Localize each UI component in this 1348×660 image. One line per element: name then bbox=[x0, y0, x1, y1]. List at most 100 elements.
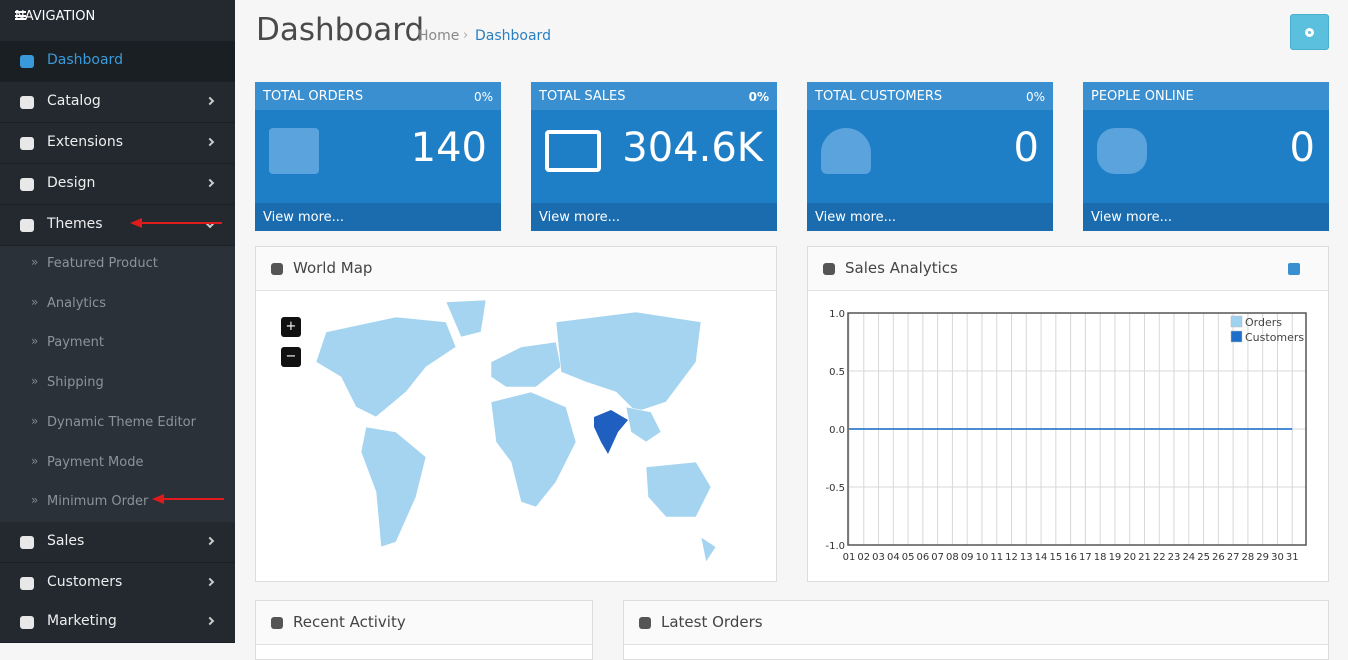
map-zoom-button[interactable]: − bbox=[281, 347, 301, 367]
tile-change: 0% bbox=[473, 90, 493, 104]
tile-title: PEOPLE ONLINE bbox=[1091, 89, 1194, 104]
submenu-label: Featured Product bbox=[47, 256, 158, 271]
menu-icon bbox=[15, 11, 26, 20]
submenu-item[interactable]: » Analytics bbox=[0, 291, 235, 317]
nav-icon bbox=[20, 55, 34, 68]
tile-header bbox=[1083, 82, 1329, 110]
stat-tile: TOTAL SALES 0% 304.6K View more... bbox=[531, 82, 777, 231]
annotations bbox=[130, 218, 224, 504]
breadcrumb-home[interactable]: Home bbox=[418, 28, 460, 44]
submenu-item[interactable]: » Minimum Order bbox=[0, 489, 235, 515]
submenu-arrow: » bbox=[31, 334, 39, 349]
nav-item[interactable]: Extensions bbox=[0, 123, 235, 164]
x-tick-label: 21 bbox=[1138, 552, 1151, 563]
panel-title: Recent Activity bbox=[293, 613, 406, 631]
x-tick-label: 24 bbox=[1182, 552, 1195, 563]
tile-footer[interactable]: View more... bbox=[1083, 203, 1329, 231]
latest-orders-panel: Latest Orders bbox=[623, 600, 1329, 660]
y-tick-label: -0.5 bbox=[825, 483, 845, 494]
tile-header bbox=[807, 82, 1053, 110]
tile-footer[interactable]: View more... bbox=[531, 203, 777, 231]
legend-swatch bbox=[1230, 315, 1243, 328]
x-tick-label: 26 bbox=[1212, 552, 1225, 563]
nav-item[interactable]: Customers bbox=[0, 563, 235, 604]
submenu-arrow: » bbox=[31, 493, 39, 508]
legend-label: Orders bbox=[1245, 316, 1282, 329]
x-tick-label: 16 bbox=[1064, 552, 1077, 563]
nav-item[interactable]: Dashboard bbox=[0, 41, 235, 82]
tile-footer[interactable]: View more... bbox=[807, 203, 1053, 231]
panel-icon bbox=[271, 263, 283, 275]
x-tick-label: 10 bbox=[976, 552, 989, 563]
x-tick-label: 28 bbox=[1242, 552, 1255, 563]
submenu-label: Analytics bbox=[47, 295, 107, 311]
breadcrumb-current[interactable]: Dashboard bbox=[475, 28, 551, 44]
map-land bbox=[360, 426, 427, 548]
nav-item[interactable]: Design bbox=[0, 164, 235, 205]
x-tick-label: 17 bbox=[1079, 552, 1092, 563]
tile-header bbox=[531, 82, 777, 110]
tile-title: TOTAL SALES bbox=[539, 89, 626, 104]
calendar-dropdown[interactable] bbox=[1288, 263, 1300, 275]
y-tick-label: 1.0 bbox=[829, 309, 845, 320]
y-tick-label: 0.0 bbox=[829, 425, 845, 436]
tile-link: View more... bbox=[539, 210, 621, 225]
settings-button[interactable] bbox=[1290, 14, 1329, 50]
x-tick-label: 22 bbox=[1153, 552, 1166, 563]
submenu-label: Dynamic Theme Editor bbox=[47, 414, 196, 430]
nav-label: Themes bbox=[47, 216, 103, 232]
submenu-item[interactable]: » Payment bbox=[0, 330, 235, 356]
panel-title: Sales Analytics bbox=[845, 259, 958, 277]
x-tick-label: 13 bbox=[1020, 552, 1033, 563]
nav-icon bbox=[20, 577, 34, 590]
breadcrumb-sep: › bbox=[463, 28, 469, 43]
annotation-arrowhead bbox=[152, 494, 164, 504]
nav-label: Sales bbox=[47, 533, 85, 549]
map-zoom-button[interactable]: + bbox=[281, 317, 301, 337]
map-land bbox=[645, 461, 712, 518]
submenu-item[interactable]: » Payment Mode bbox=[0, 450, 235, 476]
tile-icon bbox=[821, 128, 871, 174]
map-land bbox=[315, 316, 457, 418]
x-tick-label: 08 bbox=[946, 552, 959, 563]
submenu-item[interactable]: » Featured Product bbox=[0, 251, 235, 277]
world-map bbox=[315, 299, 717, 563]
y-tick-label: 0.5 bbox=[829, 367, 845, 378]
nav-label: Dashboard bbox=[47, 52, 123, 68]
submenu-label: Payment Mode bbox=[47, 454, 144, 470]
nav-item[interactable]: Sales bbox=[0, 522, 235, 563]
tile-title: TOTAL CUSTOMERS bbox=[815, 89, 943, 104]
x-tick-label: 25 bbox=[1197, 552, 1210, 563]
submenu-arrow: » bbox=[31, 453, 39, 468]
nav-heading: NAVIGATION bbox=[15, 9, 96, 24]
x-tick-label: 12 bbox=[1005, 552, 1018, 563]
x-tick-label: 03 bbox=[872, 552, 885, 563]
x-tick-label: 06 bbox=[917, 552, 930, 563]
submenu-item[interactable]: » Shipping bbox=[0, 370, 235, 396]
nav-item[interactable]: Themes bbox=[0, 205, 235, 246]
map-land bbox=[625, 406, 662, 443]
tile-footer[interactable]: View more... bbox=[255, 203, 501, 231]
plot-border bbox=[847, 312, 1307, 546]
panel-icon bbox=[271, 617, 283, 629]
nav-label: Catalog bbox=[47, 93, 101, 109]
nav-icon bbox=[20, 219, 34, 232]
tile-change: 0% bbox=[748, 90, 769, 104]
panel-icon bbox=[823, 263, 835, 275]
submenu-item[interactable]: » Dynamic Theme Editor bbox=[0, 410, 235, 436]
recent-activity-panel: Recent Activity bbox=[255, 600, 593, 660]
stat-tile: TOTAL CUSTOMERS 0% 0 View more... bbox=[807, 82, 1053, 231]
x-tick-label: 30 bbox=[1271, 552, 1284, 563]
legend-label: Customers bbox=[1245, 331, 1304, 344]
annotation-arrowhead bbox=[130, 218, 142, 228]
x-tick-label: 14 bbox=[1035, 552, 1048, 563]
x-tick-label: 11 bbox=[990, 552, 1003, 563]
x-tick-label: 04 bbox=[887, 552, 900, 563]
nav-item[interactable]: Catalog bbox=[0, 82, 235, 123]
submenu-arrow: » bbox=[31, 255, 39, 269]
tile-title: TOTAL ORDERS bbox=[263, 89, 364, 104]
tile-link: View more... bbox=[815, 210, 897, 225]
menu-icon-bar bbox=[15, 15, 26, 17]
submenu bbox=[0, 246, 235, 522]
tile-link: View more... bbox=[1091, 210, 1173, 225]
